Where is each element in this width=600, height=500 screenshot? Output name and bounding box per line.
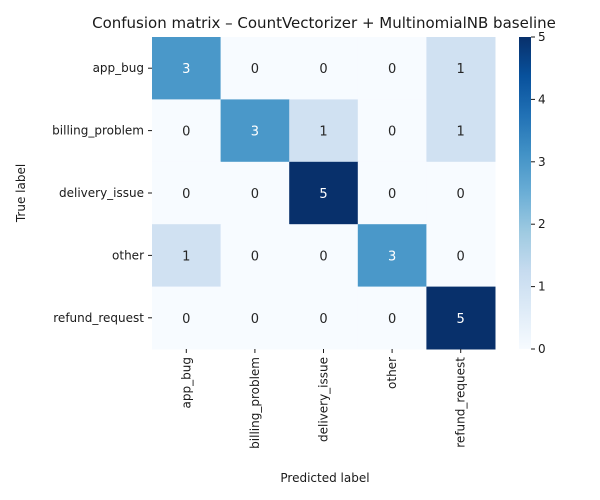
- cell-value-label: 0: [457, 187, 465, 202]
- cell-value-label: 1: [457, 62, 465, 77]
- cell-value-label: 0: [388, 125, 396, 140]
- colorbar-tick-label: 1: [538, 280, 546, 294]
- y-axis-label: True label: [14, 164, 28, 223]
- cell-value-label: 0: [319, 62, 327, 77]
- cell-value-label: 0: [182, 125, 190, 140]
- heatmap-cell: [426, 224, 496, 288]
- cell-value-label: 0: [251, 187, 259, 202]
- heatmap-cell: [220, 286, 290, 350]
- x-tick-label: billing_problem: [248, 357, 262, 449]
- heatmap-cell: [152, 37, 222, 100]
- cell-value-label: 0: [388, 187, 396, 202]
- chart-title: Confusion matrix – CountVectorizer + Mul…: [92, 14, 556, 32]
- x-axis-ticks: app_bug billing_problem delivery_issue othe…: [179, 349, 468, 449]
- colorbar-tick-label: 5: [538, 30, 546, 44]
- cell-value-label: 0: [182, 187, 190, 202]
- cell-value-label: 0: [319, 312, 327, 327]
- heatmap-cell: [289, 161, 359, 225]
- y-tick-label: refund_request: [53, 311, 144, 325]
- y-tick-label: delivery_issue: [59, 186, 144, 200]
- y-tick-label: other: [112, 248, 144, 262]
- colorbar-tick-label: 2: [538, 217, 546, 231]
- cell-value-label: 3: [182, 62, 190, 77]
- heatmap-cell: [289, 224, 359, 288]
- y-tick-label: billing_problem: [52, 124, 144, 138]
- colorbar-tick-label: 4: [538, 92, 546, 106]
- heatmap-cell: [357, 286, 427, 350]
- cell-value-label: 3: [251, 125, 259, 140]
- heatmap-cell: [220, 161, 290, 225]
- colorbar-ticks: 0 1 2 3 4 5: [531, 30, 546, 356]
- heatmap-cell: [152, 99, 222, 163]
- x-tick-label: refund_request: [454, 357, 468, 448]
- y-axis-ticks: app_bug billing_problem delivery_issueothe…: [52, 61, 152, 325]
- heatmap-cell: [357, 224, 427, 288]
- x-tick-label: app_bug: [179, 357, 193, 408]
- heatmap-cell: [426, 99, 496, 163]
- heatmap-cell: [220, 224, 290, 288]
- heatmap-cell: [289, 37, 359, 100]
- heatmap-cell: [426, 161, 496, 225]
- cell-value-label: 1: [457, 125, 465, 140]
- cell-value-label: 3: [388, 249, 396, 264]
- cell-value-label: 0: [457, 249, 465, 264]
- heatmap-cell: [426, 286, 496, 350]
- x-tick-label: other: [385, 357, 399, 389]
- cell-value-label: 0: [388, 62, 396, 77]
- x-tick-label: delivery_issue: [317, 357, 331, 442]
- cell-value-label: 0: [319, 249, 327, 264]
- heatmap-cell: [357, 37, 427, 100]
- heatmap-cell: [152, 224, 222, 288]
- heatmap-cell: [220, 99, 290, 163]
- heatmap-cell: [220, 37, 290, 100]
- cell-value-label: 0: [182, 312, 190, 327]
- y-tick-label: app_bug: [93, 61, 144, 75]
- cell-value-label: 0: [251, 312, 259, 327]
- x-axis-label: Predicted label: [280, 471, 369, 485]
- colorbar: [519, 37, 531, 349]
- heatmap-cell: [152, 161, 222, 225]
- cell-value-label: 5: [457, 312, 465, 327]
- cell-value-label: 1: [182, 249, 190, 264]
- colorbar-tick-label: 3: [538, 155, 546, 169]
- cell-value-label: 0: [251, 249, 259, 264]
- heatmap-cell: [357, 161, 427, 225]
- heatmap-cell: [357, 99, 427, 163]
- heatmap-cells: 3 0 0 0 1 0 3 1 0 1 0 0 5 0 0 1 0 0 3 0 0 0 0 0 5: [152, 37, 496, 350]
- cell-value-label: 1: [319, 125, 327, 140]
- heatmap-cell: [289, 286, 359, 350]
- heatmap-cell: [289, 99, 359, 163]
- heatmap-cell: [152, 286, 222, 350]
- cell-value-label: 0: [251, 62, 259, 77]
- cell-value-label: 0: [388, 312, 396, 327]
- colorbar-tick-label: 0: [538, 342, 546, 356]
- cell-value-label: 5: [319, 187, 327, 202]
- heatmap-cell: [426, 37, 496, 100]
